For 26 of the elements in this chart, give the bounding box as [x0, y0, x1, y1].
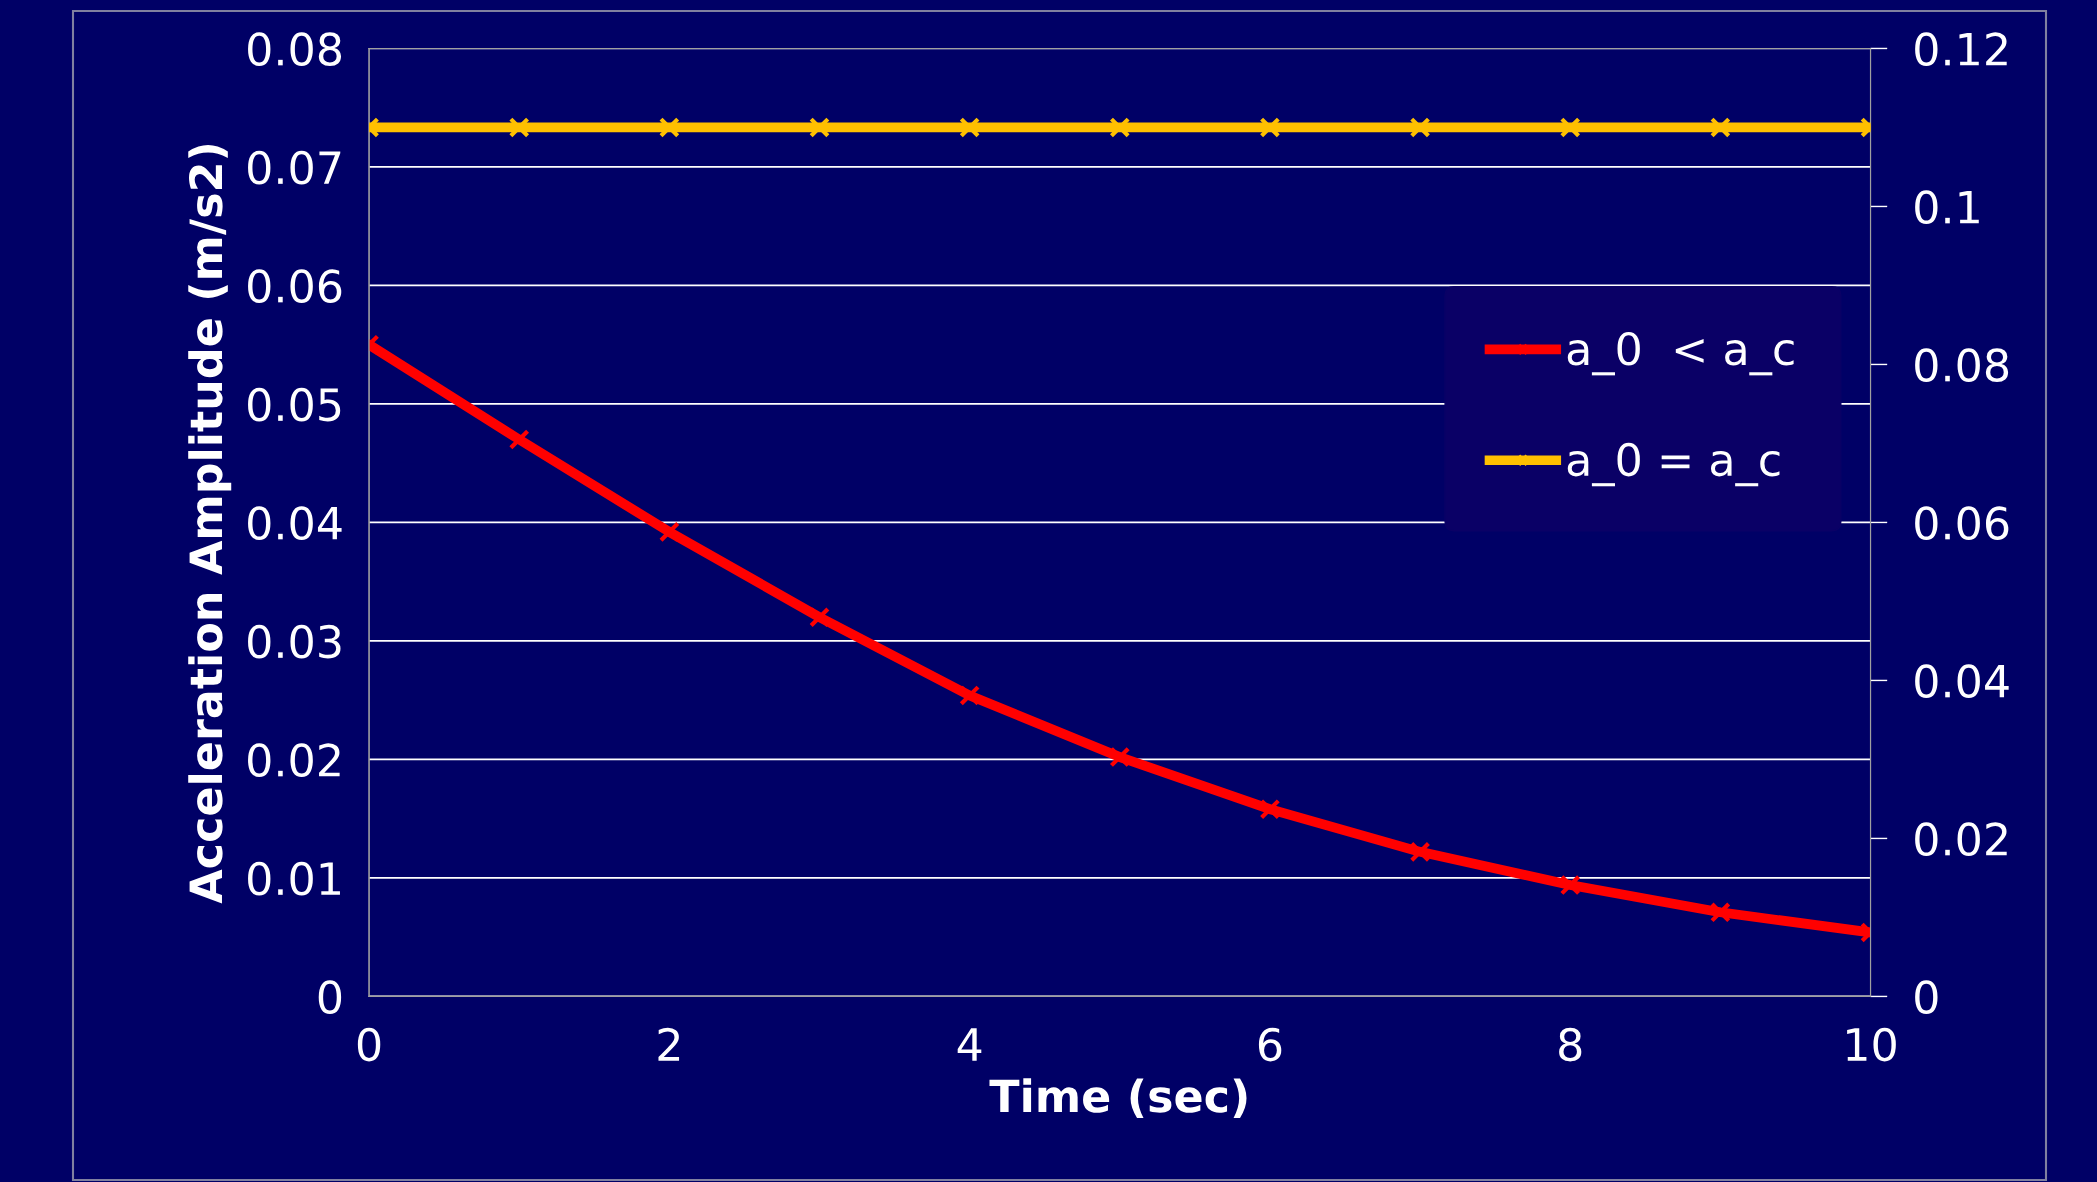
x-tick-label: 0 [357, 1027, 381, 1062]
y2-tick-label: 0.12 [1915, 32, 2007, 66]
y-tick-label: 0.04 [248, 506, 342, 540]
y2-tick-label: 0.02 [1915, 822, 2007, 856]
y2-tick-label: 0.08 [1915, 348, 2009, 382]
y2-tick-label: 0.04 [1915, 664, 2009, 698]
y-tick-label: 0.06 [248, 269, 342, 303]
y-tick-label: 0.07 [248, 150, 341, 185]
y-tick-label: 0.08 [248, 32, 342, 66]
x-tick-label: 4 [957, 1028, 982, 1061]
y-tick-label: 0.01 [248, 861, 340, 896]
y2-tick-label: 0.06 [1915, 506, 2009, 540]
y2-tick-label: 0.1 [1915, 190, 1979, 224]
x-tick-label: 6 [1258, 1027, 1282, 1062]
x-axis-title: Time (sec) [989, 1078, 1247, 1118]
legend-label: a_0 < a_c [1567, 331, 1794, 376]
y-tick-label: 0 [318, 980, 342, 1014]
y-tick-label: 0.03 [248, 624, 341, 659]
y-tick-label: 0.02 [248, 743, 340, 777]
y-tick-label: 0.05 [248, 387, 341, 422]
y2-tick-label: 0 [1915, 980, 1938, 1014]
x-tick-label: 8 [1559, 1027, 1582, 1062]
x-tick-label: 2 [658, 1027, 680, 1061]
y-axis-title: Acceleration Amplitude (m/s2) [188, 145, 232, 904]
x-tick-label: 10 [1847, 1027, 1896, 1062]
legend-label: a_0 = a_c [1567, 442, 1780, 487]
